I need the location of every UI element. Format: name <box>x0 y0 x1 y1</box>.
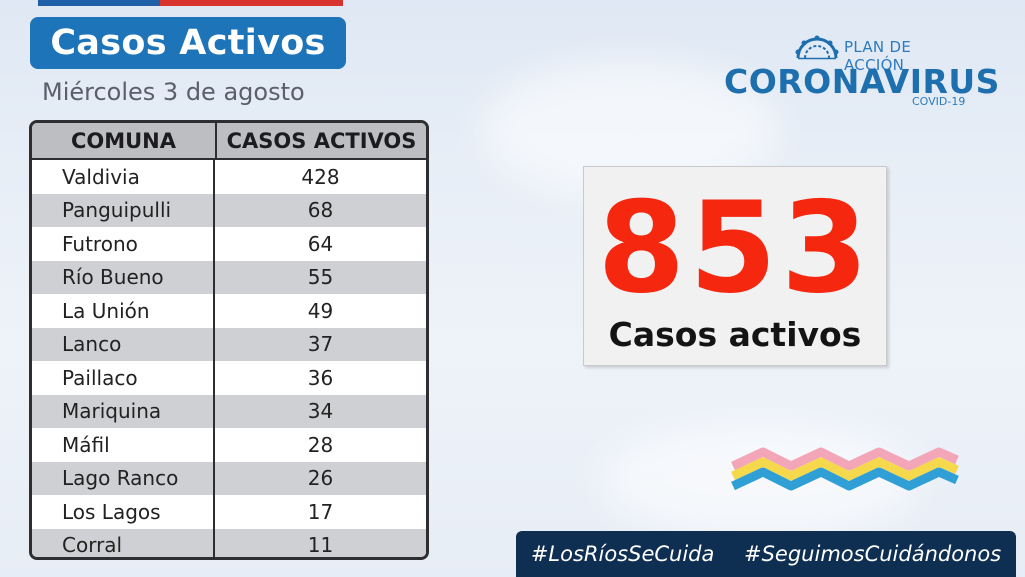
table-row: Valdivia 428 <box>32 160 426 194</box>
comuna-cell: Máfil <box>32 428 215 462</box>
top-color-bar <box>38 0 343 6</box>
table-row: Panguipulli 68 <box>32 193 426 227</box>
table-row: Río Bueno 55 <box>32 260 426 294</box>
comuna-cell: Lago Ranco <box>32 461 215 495</box>
casos-cell: 17 <box>307 499 334 524</box>
comuna-cell: Futrono <box>32 227 215 261</box>
comuna-cell: Corral <box>32 528 215 557</box>
comuna-cell: Valdivia <box>32 160 215 194</box>
table-row: La Unión 49 <box>32 294 426 328</box>
table-body: Valdivia 428 Panguipulli 68 Futrono 64 Río … <box>32 160 426 558</box>
date-label: Miércoles 3 de agosto <box>42 78 305 106</box>
coronavirus-plan-logo: PLAN DE ACCIÓN CORONAVIRUS COVID-19 <box>724 32 999 112</box>
comuna-cell: Río Bueno <box>32 260 215 294</box>
casos-cell: 26 <box>307 466 334 491</box>
casos-cell: 11 <box>307 533 334 558</box>
logo-plan-text: PLAN DE ACCIÓN <box>844 38 912 74</box>
logo-sub-text: COVID-19 <box>912 95 966 108</box>
column-header-comuna: COMUNA <box>32 123 217 158</box>
casos-cell: 36 <box>307 365 334 390</box>
casos-cell: 34 <box>307 399 334 424</box>
comuna-cell: Los Lagos <box>32 495 215 529</box>
hashtag-seguimos: #SeguimosCuidándonos <box>744 542 1002 566</box>
hashtag-footer: #LosRíosSeCuida #SeguimosCuidándonos <box>516 531 1016 577</box>
comuna-cell: Mariquina <box>32 394 215 428</box>
table-row: Paillaco 36 <box>32 361 426 395</box>
column-header-casos: CASOS ACTIVOS <box>226 128 417 153</box>
casos-cell: 55 <box>307 265 334 290</box>
comuna-cell: Panguipulli <box>32 193 215 227</box>
total-cases-number: 853 <box>597 174 873 321</box>
casos-cell: 37 <box>307 332 334 357</box>
casos-cell: 28 <box>307 432 334 457</box>
casos-cell: 68 <box>307 198 334 223</box>
region-wave-graphic <box>731 447 959 491</box>
logo-name-text: CORONAVIRUS <box>724 62 1000 101</box>
total-cases-card: 853 Casos activos <box>583 166 887 366</box>
comuna-cell: Lanco <box>32 327 215 361</box>
table-row: Corral 11 <box>32 528 426 558</box>
casos-cell: 428 <box>301 164 340 189</box>
comuna-cell: La Unión <box>32 294 215 328</box>
hashtag-los-rios: #LosRíosSeCuida <box>530 542 715 566</box>
table-row: Lanco 37 <box>32 327 426 361</box>
table-row: Futrono 64 <box>32 227 426 261</box>
casos-cell: 64 <box>307 231 334 256</box>
total-cases-label: Casos activos <box>608 315 862 354</box>
table-row: Los Lagos 17 <box>32 495 426 529</box>
casos-cell: 49 <box>307 298 334 323</box>
virus-icon <box>795 35 839 60</box>
table-row: Máfil 28 <box>32 428 426 462</box>
page-title: Casos Activos <box>30 17 346 69</box>
table-row: Lago Ranco 26 <box>32 461 426 495</box>
table-header: COMUNA CASOS ACTIVOS <box>32 123 426 160</box>
cases-table: COMUNA CASOS ACTIVOS Valdivia 428 Panguip… <box>29 120 429 560</box>
table-row: Mariquina 34 <box>32 394 426 428</box>
comuna-cell: Paillaco <box>32 361 215 395</box>
